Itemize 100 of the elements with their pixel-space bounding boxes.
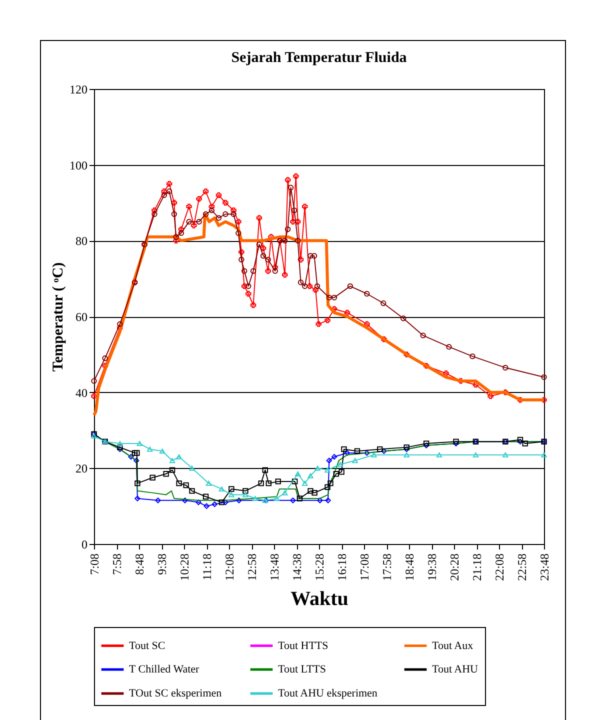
point (290, 498, 296, 504)
point (136, 440, 142, 446)
point (400, 316, 406, 322)
point (134, 496, 140, 502)
point (173, 234, 179, 240)
point (453, 438, 459, 444)
point (161, 192, 168, 198)
point (308, 488, 314, 494)
point (196, 196, 202, 202)
point (191, 222, 197, 228)
point (325, 498, 331, 504)
point (246, 283, 252, 290)
point (294, 238, 301, 244)
point (117, 440, 123, 446)
point (258, 480, 264, 486)
point (202, 211, 209, 217)
x-tick-label: 20:28 (448, 554, 462, 581)
point (420, 332, 426, 338)
x-tick-label: 19:38 (425, 554, 440, 581)
point (312, 287, 318, 293)
point (282, 490, 288, 496)
x-tick-label: 21:18 (470, 554, 484, 581)
point (423, 362, 430, 369)
point (218, 486, 225, 492)
y-tick-label: 80 (76, 234, 88, 248)
point (371, 452, 377, 458)
point (337, 462, 344, 467)
point (338, 469, 344, 475)
point (256, 215, 262, 221)
x-tick-label: 12:08 (222, 554, 237, 581)
legend-label: Tout LTTS (278, 664, 326, 676)
x-tick-label: 15:28 (312, 554, 327, 581)
point (186, 204, 192, 210)
point (266, 480, 272, 486)
point (117, 321, 123, 327)
y-tick-label: 100 (70, 158, 88, 172)
point (296, 496, 303, 502)
point (294, 471, 301, 476)
point (364, 321, 370, 327)
point (381, 336, 387, 342)
point (282, 272, 288, 278)
point (242, 268, 248, 274)
legend-label: Tout SC (129, 640, 166, 652)
point (176, 454, 182, 460)
x-axis-title: Waktu (290, 588, 348, 610)
point (186, 218, 192, 225)
x-tick-label: 17:58 (380, 554, 394, 581)
point (436, 452, 442, 458)
legend-label: Tout AHU eksperimen (278, 688, 378, 700)
point (541, 397, 547, 403)
y-tick-label: 60 (76, 310, 88, 324)
legend-label: Tout Aux (432, 640, 474, 652)
x-tick-label: 14:38 (290, 554, 304, 581)
point (150, 474, 156, 480)
point (472, 452, 479, 458)
point (134, 450, 140, 456)
point (333, 471, 339, 477)
point (202, 188, 209, 194)
point (284, 226, 291, 232)
point (331, 294, 338, 300)
point (152, 207, 158, 214)
point (275, 478, 281, 484)
point (312, 490, 318, 496)
point (291, 207, 298, 214)
point (317, 498, 323, 504)
point (314, 466, 320, 471)
point (102, 355, 108, 362)
point (298, 256, 304, 262)
point (176, 480, 182, 486)
point (256, 242, 262, 248)
point (502, 389, 508, 396)
point (344, 450, 350, 456)
point (163, 471, 169, 477)
point (288, 184, 294, 190)
point (166, 188, 172, 194)
point (341, 446, 347, 452)
point (242, 488, 248, 494)
point (364, 450, 370, 456)
point (166, 180, 172, 187)
point (517, 397, 524, 403)
legend-label: Tout HTTS (278, 640, 328, 652)
point (380, 300, 386, 306)
point (134, 480, 140, 486)
point (488, 393, 494, 399)
point (354, 448, 360, 454)
point (328, 480, 334, 486)
point (173, 238, 179, 244)
y-tick-label: 0 (82, 538, 88, 552)
point (262, 467, 268, 473)
x-tick-label: 7:58 (110, 554, 124, 575)
point (242, 283, 248, 290)
point (541, 452, 547, 458)
point (314, 283, 320, 290)
x-tick-label: 22:58 (515, 554, 530, 581)
point (236, 218, 242, 225)
point (290, 218, 296, 225)
point (324, 484, 330, 490)
x-tick-label: 22:08 (492, 554, 507, 581)
point (128, 454, 134, 460)
legend-label: TOut SC eksperimen (129, 688, 222, 700)
